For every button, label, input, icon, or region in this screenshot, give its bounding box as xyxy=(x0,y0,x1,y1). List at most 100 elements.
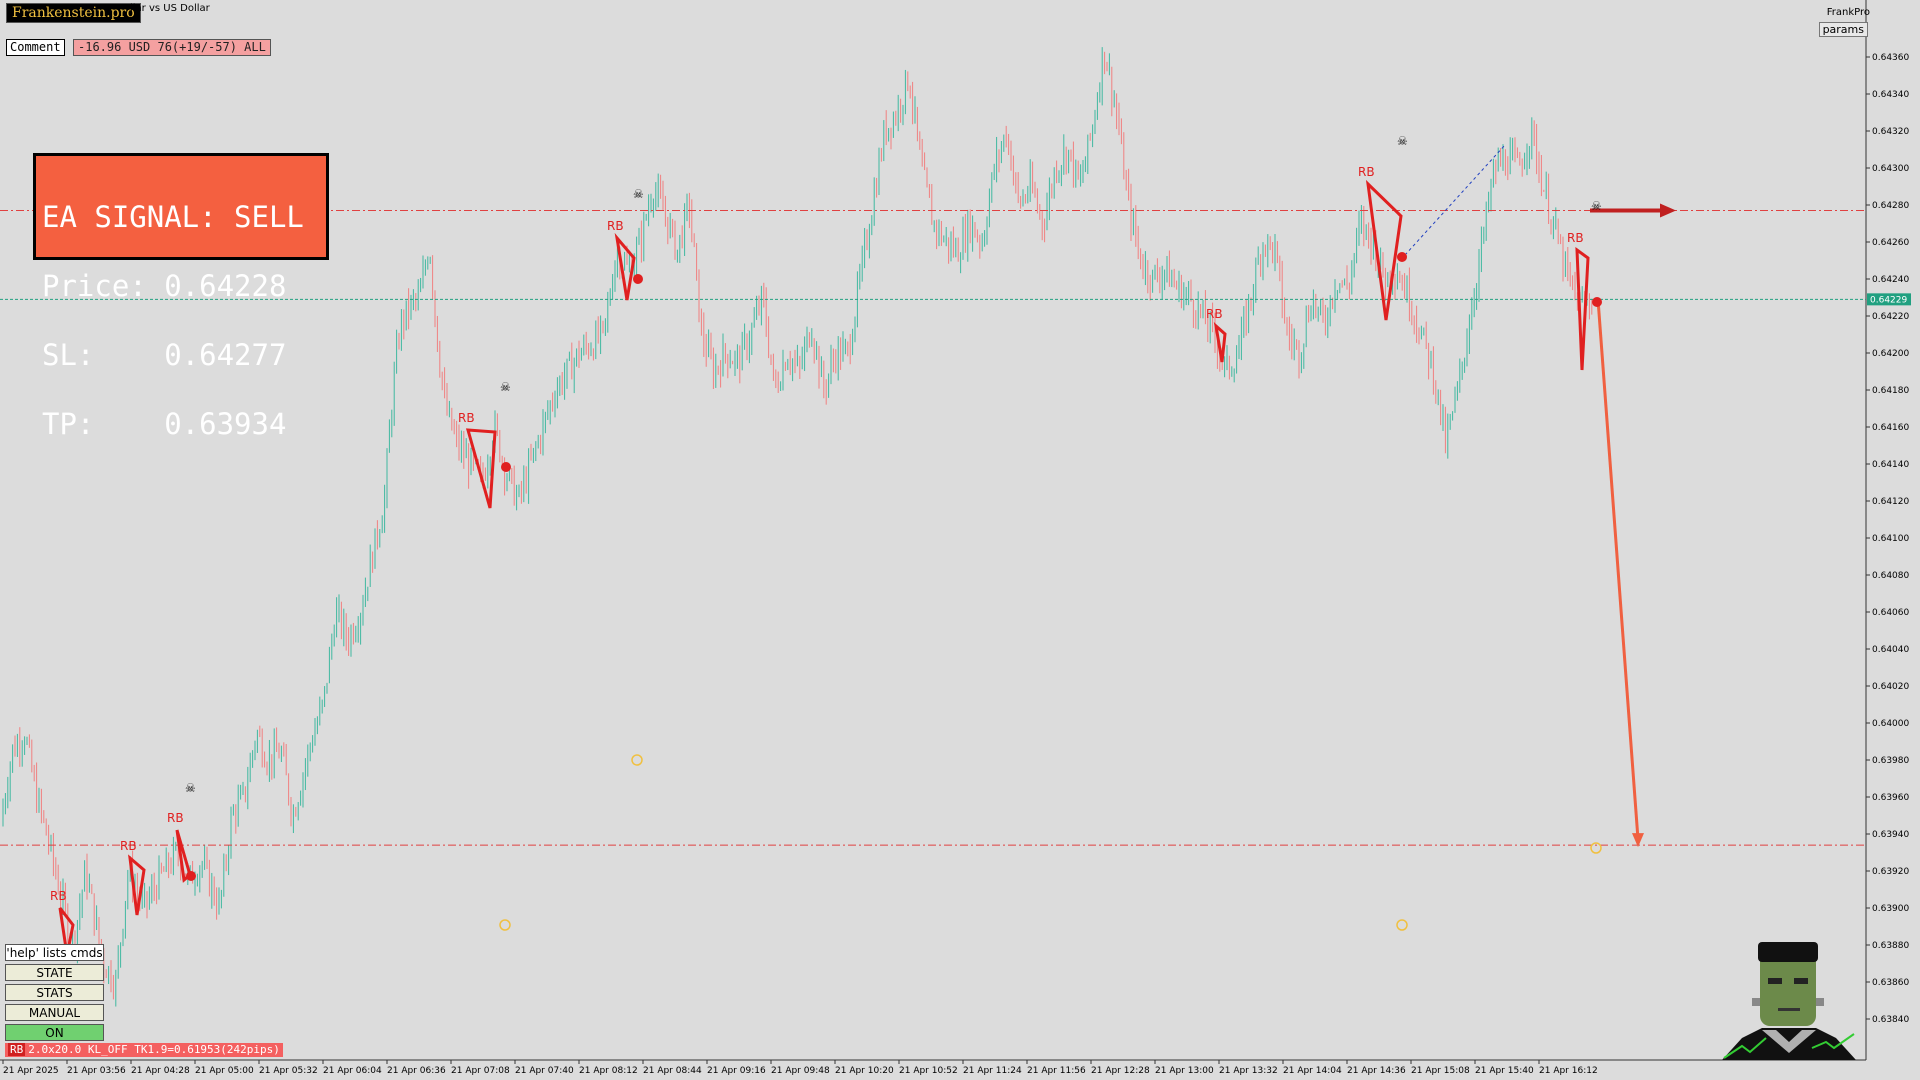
price-tick-label: 0.64280 xyxy=(1872,201,1909,211)
price-tick-label: 0.63980 xyxy=(1872,756,1909,766)
price-tick-label: 0.64340 xyxy=(1872,90,1909,100)
price-tick-label: 0.64200 xyxy=(1872,349,1909,359)
time-tick-label: 21 Apr 15:40 xyxy=(1475,1066,1534,1076)
time-tick-label: 21 Apr 04:28 xyxy=(131,1066,190,1076)
entry-marker xyxy=(1592,297,1602,307)
time-tick-label: 21 Apr 08:12 xyxy=(579,1066,638,1076)
price-tick-label: 0.63860 xyxy=(1872,978,1909,988)
time-tick-label: 21 Apr 2025 xyxy=(3,1066,59,1076)
target-icon xyxy=(499,919,511,931)
rb-tag: RB xyxy=(8,1043,26,1056)
time-tick-label: 21 Apr 16:12 xyxy=(1539,1066,1598,1076)
time-axis[interactable]: 21 Apr 2025 21 Apr 03:56 21 Apr 04:28 21 Ap… xyxy=(2,1060,1598,1076)
time-tick-label: 21 Apr 05:32 xyxy=(259,1066,318,1076)
price-tick-label: 0.64040 xyxy=(1872,645,1909,655)
rb-triangle xyxy=(58,907,75,956)
price-tick-label: 0.64220 xyxy=(1872,312,1909,322)
price-tick-label: 0.64100 xyxy=(1872,534,1909,544)
price-tick-label: 0.64240 xyxy=(1872,275,1909,285)
sl-arrowhead xyxy=(1660,203,1676,218)
rb-label: RB xyxy=(120,839,137,853)
time-tick-label: 21 Apr 08:44 xyxy=(643,1066,702,1076)
price-tick-label: 0.64120 xyxy=(1872,497,1909,507)
price-tick-label: 0.64260 xyxy=(1872,238,1909,248)
signal-arrowhead xyxy=(1632,833,1644,848)
rb-label: RB xyxy=(1567,231,1584,245)
time-tick-label: 21 Apr 12:28 xyxy=(1091,1066,1150,1076)
price-tick-label: 0.64080 xyxy=(1872,571,1909,581)
entry-marker xyxy=(633,274,643,284)
price-tick-label: 0.63900 xyxy=(1872,904,1909,914)
on-toggle[interactable]: ON xyxy=(5,1024,104,1041)
time-tick-label: 21 Apr 05:00 xyxy=(195,1066,254,1076)
signal-arrow-down xyxy=(1596,299,1640,840)
current-price-label: 0.64229 xyxy=(1870,295,1907,305)
target-icon xyxy=(1396,919,1408,931)
price-tick-label: 0.63920 xyxy=(1872,867,1909,877)
symbol-title: llar vs US Dollar xyxy=(130,3,210,14)
target-icon xyxy=(631,754,643,766)
skull-icon: ☠ xyxy=(1397,134,1408,148)
price-tick-label: 0.63960 xyxy=(1872,793,1909,803)
price-tick-label: 0.64180 xyxy=(1872,386,1909,396)
time-tick-label: 21 Apr 11:56 xyxy=(1027,1066,1086,1076)
entry-marker xyxy=(1397,252,1407,262)
rb-label: RB xyxy=(1206,307,1223,321)
rb-patterns: RB RB RB RB RB RB RB RB ☠ ☠ ☠ ☠ ☠ xyxy=(50,134,1602,956)
price-tick-label: 0.64140 xyxy=(1872,460,1909,470)
time-tick-label: 21 Apr 03:56 xyxy=(67,1066,126,1076)
level-lines xyxy=(0,144,1866,848)
time-tick-label: 21 Apr 07:40 xyxy=(515,1066,574,1076)
expert-name: FrankPro xyxy=(1826,7,1870,18)
signal-title: EA SIGNAL: SELL xyxy=(42,200,304,234)
time-tick-label: 21 Apr 13:00 xyxy=(1155,1066,1214,1076)
time-tick-label: 21 Apr 13:32 xyxy=(1219,1066,1278,1076)
price-tick-label: 0.64300 xyxy=(1872,164,1909,174)
time-tick-label: 21 Apr 06:04 xyxy=(323,1066,382,1076)
time-tick-label: 21 Apr 15:08 xyxy=(1411,1066,1470,1076)
skull-icon: ☠ xyxy=(500,380,511,394)
stats-button[interactable]: STATS xyxy=(5,984,104,1001)
rb-label: RB xyxy=(607,219,624,233)
skull-icon: ☠ xyxy=(185,781,196,795)
rb-status-bar: RB 2.0x20.0 KL_OFF TK1.9=0.61953(242pips) xyxy=(5,1043,283,1057)
price-tick-label: 0.64020 xyxy=(1872,682,1909,692)
price-tick-label: 0.64060 xyxy=(1872,608,1909,618)
time-tick-label: 21 Apr 09:48 xyxy=(771,1066,830,1076)
rb-triangle xyxy=(128,854,146,916)
ea-signal-box: EA SIGNAL: SELL Price: 0.64228 SL: 0.642… xyxy=(33,153,329,439)
price-tick-label: 0.63940 xyxy=(1872,830,1909,840)
time-tick-label: 21 Apr 07:08 xyxy=(451,1066,510,1076)
manual-button[interactable]: MANUAL xyxy=(5,1004,104,1021)
signal-price: Price: 0.64228 xyxy=(42,269,287,303)
rb-status-text: 2.0x20.0 KL_OFF TK1.9=0.61953(242pips) xyxy=(28,1043,280,1056)
frankenstein-avatar-icon xyxy=(1722,942,1856,1060)
price-tick-label: 0.64160 xyxy=(1872,423,1909,433)
time-tick-label: 21 Apr 10:52 xyxy=(899,1066,958,1076)
price-tick-label: 0.64000 xyxy=(1872,719,1909,729)
signal-tp: TP: 0.63934 xyxy=(42,407,287,441)
brand-logo: Frankenstein.pro xyxy=(6,3,141,23)
price-tick-label: 0.63840 xyxy=(1872,1015,1909,1025)
rb-label: RB xyxy=(50,889,67,903)
connector-line xyxy=(1404,144,1506,256)
comment-value: -16.96 USD 76(+19/-57) ALL xyxy=(73,39,271,56)
help-button[interactable]: 'help' lists cmds xyxy=(5,944,104,961)
price-axis[interactable]: 0.64360 0.64340 0.64320 0.64300 0.64280 0.642… xyxy=(1866,53,1911,1025)
time-tick-label: 21 Apr 11:24 xyxy=(963,1066,1022,1076)
rb-triangle xyxy=(465,428,497,509)
params-button[interactable]: params xyxy=(1818,22,1868,37)
time-tick-label: 21 Apr 06:36 xyxy=(387,1066,446,1076)
price-tick-label: 0.64360 xyxy=(1872,53,1909,63)
rb-label: RB xyxy=(1358,165,1375,179)
rb-triangle xyxy=(1213,322,1227,363)
signal-sl: SL: 0.64277 xyxy=(42,338,287,372)
candlestick-series xyxy=(2,47,1593,1007)
time-tick-label: 21 Apr 10:20 xyxy=(835,1066,894,1076)
rb-triangle xyxy=(1575,246,1590,371)
entry-marker xyxy=(501,462,511,472)
state-button[interactable]: STATE xyxy=(5,964,104,981)
comment-button[interactable]: Comment xyxy=(6,39,65,56)
rb-label: RB xyxy=(458,411,475,425)
time-tick-label: 21 Apr 14:36 xyxy=(1347,1066,1406,1076)
